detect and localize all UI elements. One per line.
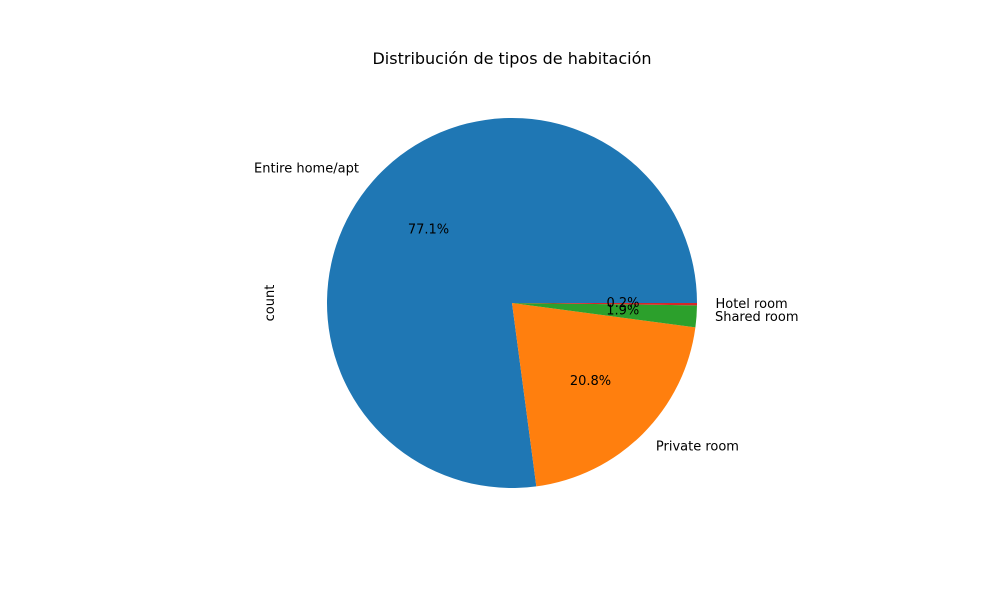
- slice-percent-hotel-room: 0.2%: [606, 296, 639, 311]
- pie-slice-private-room: [512, 303, 696, 487]
- pie-percent-labels: 77.1% 20.8% 1.9%0.2%: [408, 222, 640, 389]
- chart-title: Distribución de tipos de habitación: [372, 49, 651, 68]
- slice-label-private-room: Private room: [656, 439, 739, 454]
- slice-label-shared-room: Shared room: [715, 310, 799, 325]
- pie-slice-labels: Entire home/apt Private room Shared roomHo…: [254, 161, 798, 454]
- slice-label-entire-home-apt: Entire home/apt: [254, 161, 359, 176]
- slice-label-hotel-room: Hotel room: [715, 297, 787, 312]
- slice-percent-shared-room: 1.9%: [606, 304, 639, 319]
- slice-percent-entire-home-apt: 77.1%: [408, 222, 449, 237]
- pie-slices: [327, 118, 697, 489]
- slice-percent-private-room: 20.8%: [570, 374, 611, 389]
- pie-slice-hotel-room: [512, 303, 697, 306]
- y-axis-label: count: [263, 285, 278, 322]
- pie-slice-entire-home-apt: [327, 118, 697, 489]
- pie-slice-shared-room: [512, 303, 697, 328]
